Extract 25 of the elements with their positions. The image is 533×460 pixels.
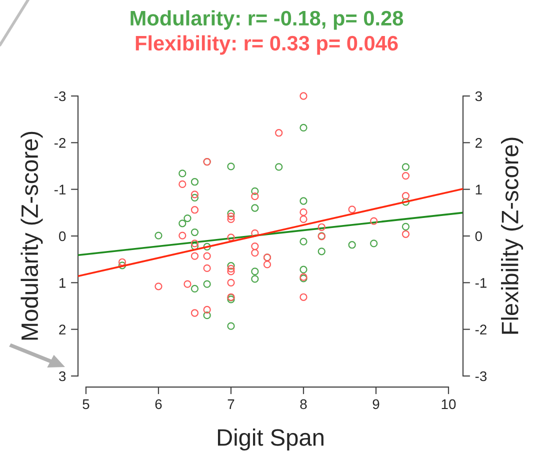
y2-tick-label: -2 <box>475 324 486 334</box>
y2-tick-label: -1 <box>475 278 486 288</box>
x-tick-label: 8 <box>300 399 307 410</box>
y-tick-label: -2 <box>54 138 66 148</box>
x-tick-label: 6 <box>155 399 162 410</box>
y-tick-label: 0 <box>59 231 66 242</box>
x-tick-label: 9 <box>372 399 380 410</box>
y-axis-title: Modularity (Z-score) <box>20 132 43 340</box>
y2-tick-label: 0 <box>475 231 482 242</box>
y-tick-label: 3 <box>59 371 66 382</box>
x-axis-title: Digit Span <box>218 428 324 451</box>
y-tick-label: 1 <box>60 278 66 288</box>
chart-subtitle: Flexibility: r= 0.33 p= 0.046 <box>136 35 398 55</box>
x-tick-label: 5 <box>82 399 90 410</box>
y2-axis-title: Flexibility (Z-score) <box>501 138 524 334</box>
y2-tick-label: -3 <box>475 371 487 382</box>
chart-title: Modularity: r= -0.18, p= 0.28 <box>130 10 404 30</box>
y-tick-label: 2 <box>59 324 66 334</box>
x-tick-label: 7 <box>228 399 234 409</box>
x-tick-label: 10 <box>442 399 456 410</box>
y2-tick-label: 2 <box>476 138 482 148</box>
y2-tick-label: 3 <box>475 91 482 102</box>
y-tick-label: -3 <box>54 91 66 102</box>
y-tick-label: -1 <box>54 184 66 194</box>
y2-tick-label: 1 <box>476 184 482 194</box>
